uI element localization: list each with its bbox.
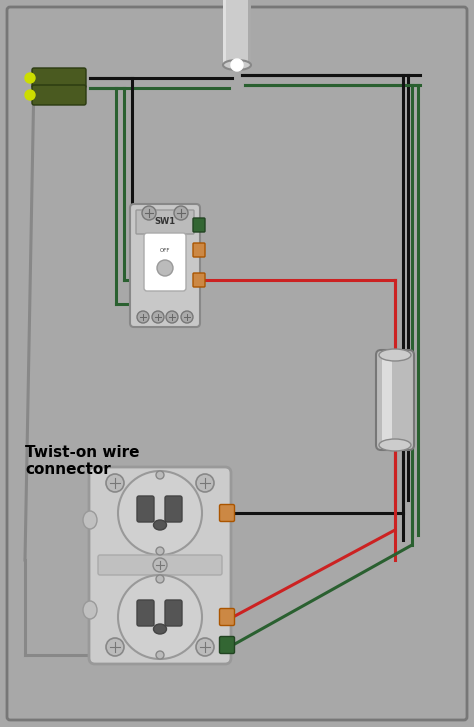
FancyBboxPatch shape	[376, 350, 414, 450]
FancyBboxPatch shape	[136, 210, 194, 234]
Circle shape	[152, 311, 164, 323]
Text: SW1: SW1	[155, 217, 175, 227]
FancyBboxPatch shape	[137, 600, 154, 626]
FancyBboxPatch shape	[193, 273, 205, 287]
Circle shape	[25, 90, 35, 100]
FancyBboxPatch shape	[144, 233, 186, 291]
Circle shape	[156, 471, 164, 479]
Circle shape	[156, 575, 164, 583]
Text: Twist-on wire
connector: Twist-on wire connector	[25, 445, 139, 478]
FancyBboxPatch shape	[32, 68, 86, 88]
Circle shape	[181, 311, 193, 323]
Bar	[223, 0, 251, 65]
FancyBboxPatch shape	[219, 505, 235, 521]
Circle shape	[118, 575, 202, 659]
Bar	[223, 0, 226, 65]
Circle shape	[196, 638, 214, 656]
Circle shape	[196, 474, 214, 492]
Circle shape	[156, 547, 164, 555]
FancyBboxPatch shape	[193, 243, 205, 257]
Circle shape	[174, 206, 188, 220]
Circle shape	[106, 474, 124, 492]
Circle shape	[118, 471, 202, 555]
Circle shape	[142, 206, 156, 220]
FancyBboxPatch shape	[165, 496, 182, 522]
Circle shape	[166, 311, 178, 323]
Circle shape	[25, 73, 35, 83]
Circle shape	[137, 311, 149, 323]
Ellipse shape	[154, 624, 166, 634]
FancyBboxPatch shape	[382, 359, 392, 441]
Ellipse shape	[154, 520, 166, 530]
FancyBboxPatch shape	[130, 204, 200, 327]
FancyBboxPatch shape	[219, 608, 235, 625]
FancyBboxPatch shape	[193, 218, 205, 232]
FancyBboxPatch shape	[165, 600, 182, 626]
FancyBboxPatch shape	[219, 637, 235, 654]
Ellipse shape	[379, 439, 411, 451]
FancyBboxPatch shape	[32, 85, 86, 105]
Ellipse shape	[83, 511, 97, 529]
Bar	[248, 0, 251, 65]
Circle shape	[153, 558, 167, 572]
Ellipse shape	[223, 60, 251, 70]
FancyBboxPatch shape	[7, 7, 467, 720]
FancyBboxPatch shape	[98, 555, 222, 575]
Circle shape	[157, 260, 173, 276]
Ellipse shape	[379, 349, 411, 361]
FancyBboxPatch shape	[137, 496, 154, 522]
Circle shape	[231, 59, 243, 71]
Text: OFF: OFF	[160, 247, 170, 252]
Ellipse shape	[83, 601, 97, 619]
Circle shape	[156, 651, 164, 659]
FancyBboxPatch shape	[89, 467, 231, 664]
Bar	[224, 0, 250, 65]
Circle shape	[106, 638, 124, 656]
